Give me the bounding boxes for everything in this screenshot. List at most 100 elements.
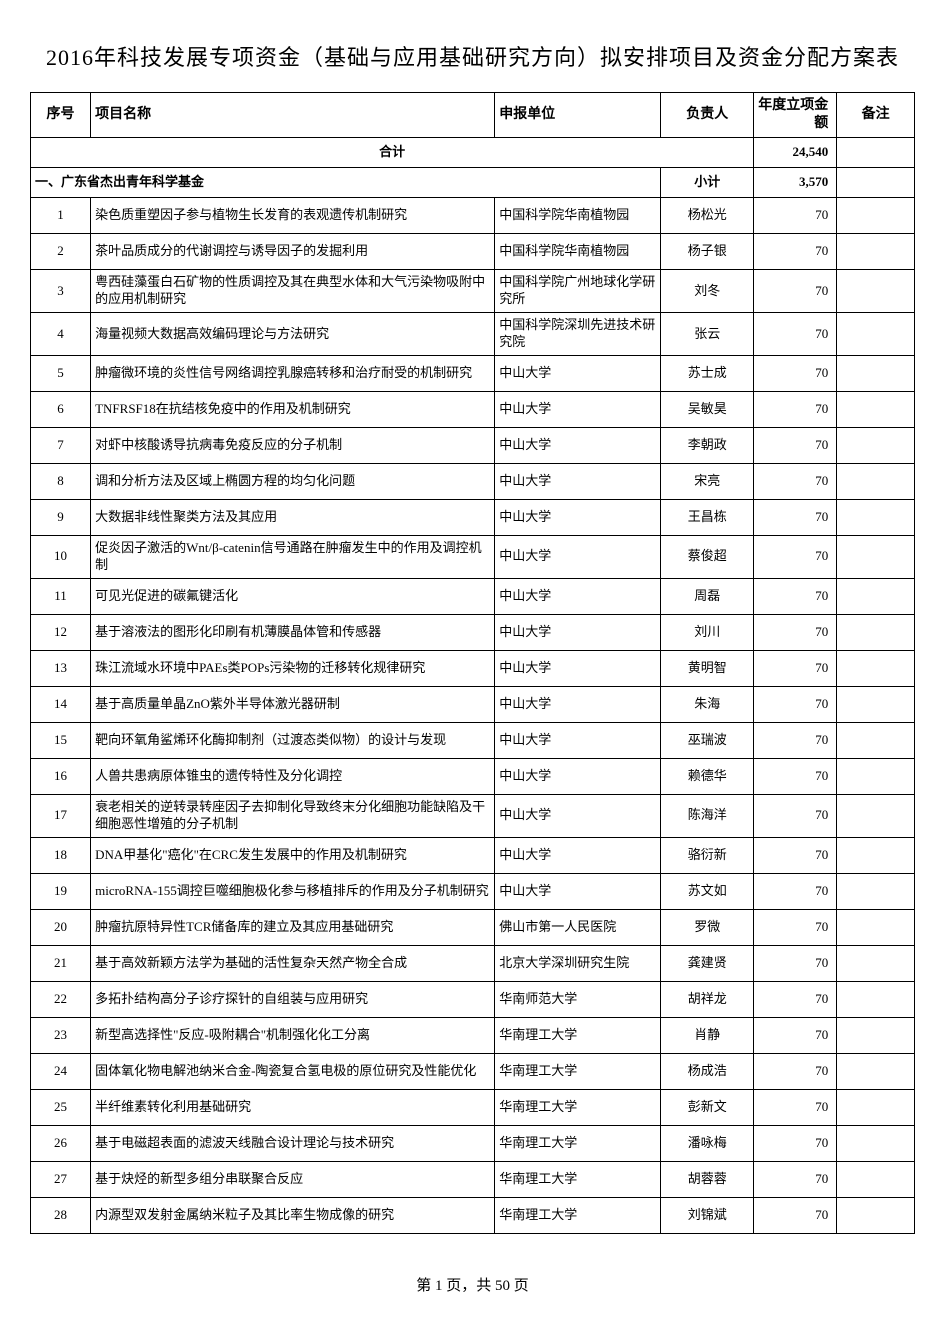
cell-name: 基于电磁超表面的滤波天线融合设计理论与技术研究	[91, 1125, 495, 1161]
cell-amount: 70	[754, 270, 837, 313]
cell-note	[837, 873, 915, 909]
cell-amount: 70	[754, 499, 837, 535]
table-row: 26基于电磁超表面的滤波天线融合设计理论与技术研究华南理工大学潘咏梅70	[31, 1125, 915, 1161]
cell-unit: 华南理工大学	[495, 1089, 661, 1125]
cell-name: 基于炔烃的新型多组分串联聚合反应	[91, 1161, 495, 1197]
cell-name: TNFRSF18在抗结核免疫中的作用及机制研究	[91, 391, 495, 427]
cell-name: 肿瘤抗原特异性TCR储备库的建立及其应用基础研究	[91, 909, 495, 945]
section-amount: 3,570	[754, 168, 837, 198]
col-header-num: 序号	[31, 93, 91, 138]
table-row: 27基于炔烃的新型多组分串联聚合反应华南理工大学胡蓉蓉70	[31, 1161, 915, 1197]
cell-unit: 中山大学	[495, 427, 661, 463]
cell-name: 染色质重塑因子参与植物生长发育的表观遗传机制研究	[91, 198, 495, 234]
cell-note	[837, 234, 915, 270]
cell-unit: 中山大学	[495, 794, 661, 837]
cell-amount: 70	[754, 463, 837, 499]
cell-unit: 中山大学	[495, 650, 661, 686]
cell-note	[837, 355, 915, 391]
cell-num: 13	[31, 650, 91, 686]
cell-num: 27	[31, 1161, 91, 1197]
cell-num: 4	[31, 313, 91, 356]
cell-note	[837, 758, 915, 794]
cell-person: 肖静	[661, 1017, 754, 1053]
header-row: 序号 项目名称 申报单位 负责人 年度立项金额 备注	[31, 93, 915, 138]
table-row: 21基于高效新颖方法学为基础的活性复杂天然产物全合成北京大学深圳研究生院龚建贤7…	[31, 945, 915, 981]
cell-note	[837, 614, 915, 650]
cell-person: 杨子银	[661, 234, 754, 270]
cell-name: 内源型双发射金属纳米粒子及其比率生物成像的研究	[91, 1197, 495, 1233]
cell-note	[837, 1017, 915, 1053]
col-header-unit: 申报单位	[495, 93, 661, 138]
total-note	[837, 138, 915, 168]
cell-amount: 70	[754, 614, 837, 650]
cell-amount: 70	[754, 1197, 837, 1233]
cell-person: 刘冬	[661, 270, 754, 313]
page-footer: 第 1 页，共 50 页	[30, 1274, 915, 1295]
cell-unit: 中山大学	[495, 391, 661, 427]
table-row: 13珠江流域水环境中PAEs类POPs污染物的迁移转化规律研究中山大学黄明智70	[31, 650, 915, 686]
footer-total: 50	[495, 1278, 510, 1294]
cell-amount: 70	[754, 1017, 837, 1053]
section-row: 一、广东省杰出青年科学基金 小计 3,570	[31, 168, 915, 198]
cell-num: 28	[31, 1197, 91, 1233]
cell-unit: 中国科学院深圳先进技术研究院	[495, 313, 661, 356]
cell-person: 苏士成	[661, 355, 754, 391]
cell-person: 罗微	[661, 909, 754, 945]
cell-person: 潘咏梅	[661, 1125, 754, 1161]
cell-unit: 中山大学	[495, 686, 661, 722]
cell-amount: 70	[754, 722, 837, 758]
cell-unit: 中国科学院华南植物园	[495, 198, 661, 234]
table-row: 6TNFRSF18在抗结核免疫中的作用及机制研究中山大学吴敏昊70	[31, 391, 915, 427]
cell-note	[837, 535, 915, 578]
cell-amount: 70	[754, 427, 837, 463]
cell-unit: 佛山市第一人民医院	[495, 909, 661, 945]
cell-name: DNA甲基化"癌化"在CRC发生发展中的作用及机制研究	[91, 837, 495, 873]
cell-name: 基于高质量单晶ZnO紫外半导体激光器研制	[91, 686, 495, 722]
table-row: 10促炎因子激活的Wnt/β-catenin信号通路在肿瘤发生中的作用及调控机制…	[31, 535, 915, 578]
cell-num: 2	[31, 234, 91, 270]
cell-num: 22	[31, 981, 91, 1017]
cell-note	[837, 837, 915, 873]
cell-name: 新型高选择性"反应-吸附耦合"机制强化化工分离	[91, 1017, 495, 1053]
cell-amount: 70	[754, 794, 837, 837]
cell-amount: 70	[754, 355, 837, 391]
cell-unit: 中山大学	[495, 614, 661, 650]
cell-note	[837, 391, 915, 427]
cell-person: 王昌栋	[661, 499, 754, 535]
cell-name: 珠江流域水环境中PAEs类POPs污染物的迁移转化规律研究	[91, 650, 495, 686]
table-row: 11可见光促进的碳氟键活化中山大学周磊70	[31, 578, 915, 614]
cell-amount: 70	[754, 873, 837, 909]
cell-unit: 华南理工大学	[495, 1125, 661, 1161]
cell-amount: 70	[754, 981, 837, 1017]
cell-amount: 70	[754, 391, 837, 427]
cell-note	[837, 578, 915, 614]
cell-person: 蔡俊超	[661, 535, 754, 578]
cell-note	[837, 1161, 915, 1197]
footer-prefix: 第	[416, 1278, 431, 1294]
cell-amount: 70	[754, 1089, 837, 1125]
cell-name: 大数据非线性聚类方法及其应用	[91, 499, 495, 535]
cell-person: 李朝政	[661, 427, 754, 463]
col-header-person: 负责人	[661, 93, 754, 138]
cell-name: 靶向环氧角鲨烯环化酶抑制剂（过渡态类似物）的设计与发现	[91, 722, 495, 758]
cell-num: 1	[31, 198, 91, 234]
cell-person: 周磊	[661, 578, 754, 614]
cell-person: 刘锦斌	[661, 1197, 754, 1233]
cell-person: 宋亮	[661, 463, 754, 499]
cell-num: 18	[31, 837, 91, 873]
cell-unit: 中国科学院华南植物园	[495, 234, 661, 270]
table-row: 19microRNA-155调控巨噬细胞极化参与移植排斥的作用及分子机制研究中山…	[31, 873, 915, 909]
cell-note	[837, 313, 915, 356]
cell-num: 12	[31, 614, 91, 650]
table-row: 2茶叶品质成分的代谢调控与诱导因子的发掘利用中国科学院华南植物园杨子银70	[31, 234, 915, 270]
cell-person: 胡蓉蓉	[661, 1161, 754, 1197]
cell-num: 17	[31, 794, 91, 837]
cell-person: 巫瑞波	[661, 722, 754, 758]
cell-person: 杨松光	[661, 198, 754, 234]
cell-num: 11	[31, 578, 91, 614]
table-row: 17衰老相关的逆转录转座因子去抑制化导致终末分化细胞功能缺陷及干细胞恶性增殖的分…	[31, 794, 915, 837]
table-row: 23新型高选择性"反应-吸附耦合"机制强化化工分离华南理工大学肖静70	[31, 1017, 915, 1053]
cell-note	[837, 981, 915, 1017]
cell-amount: 70	[754, 758, 837, 794]
cell-note	[837, 1053, 915, 1089]
